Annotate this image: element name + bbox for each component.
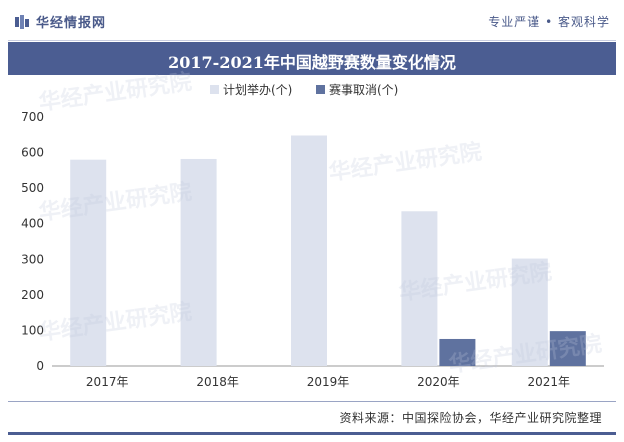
brand: 华经情报网 [14, 12, 106, 31]
legend-swatch [210, 85, 219, 94]
header-divider [8, 40, 616, 41]
source-note: 资料来源：中国探险协会，华经产业研究院整理 [339, 411, 602, 425]
y-tick-label: 100 [21, 323, 44, 337]
watermark: 华经产业研究院 [37, 179, 193, 226]
y-tick-label: 200 [21, 288, 44, 302]
bar-cancelled [439, 338, 476, 366]
x-tick-label: 2017年 [86, 375, 129, 389]
chart-title: 2017-2021年中国越野赛数量变化情况 [168, 53, 456, 72]
bar-planned [291, 135, 327, 366]
bar-cancelled [549, 331, 586, 366]
brand-name: 华经情报网 [36, 16, 107, 31]
y-tick-label: 700 [21, 110, 44, 124]
legend-swatch [316, 85, 325, 94]
watermark: 华经产业研究院 [37, 69, 193, 116]
bar-planned [401, 211, 438, 366]
footer-divider [8, 401, 616, 402]
y-tick-label: 600 [21, 146, 44, 160]
x-tick-label: 2018年 [196, 375, 239, 389]
bar-planned [180, 158, 217, 366]
tagline: 专业严谨 • 客观科学 [488, 15, 610, 29]
x-tick-label: 2021年 [528, 375, 571, 389]
top-bar: 华经情报网 专业严谨 • 客观科学 [0, 0, 624, 40]
bar-planned [511, 258, 548, 366]
watermark: 华经产业研究院 [37, 299, 193, 346]
title-bar: 2017-2021年中国越野赛数量变化情况 [8, 42, 616, 75]
bar-chart: 0 100 200 300 400 500 600 700 2017年 2018年 2019年 202… [21, 69, 604, 389]
watermark: 华经产业研究院 [327, 139, 483, 186]
y-tick-label: 400 [21, 217, 44, 231]
legend-label: 赛事取消(个) [329, 82, 398, 97]
bottom-rule [8, 432, 616, 435]
logo-icon [15, 14, 29, 29]
y-tick-label: 500 [21, 181, 44, 195]
bar-planned [70, 159, 107, 366]
legend-label: 计划举办(个) [223, 82, 292, 97]
y-tick-label: 0 [36, 359, 44, 373]
y-tick-label: 300 [21, 252, 44, 266]
x-tick-label: 2020年 [417, 375, 460, 389]
x-tick-label: 2019年 [307, 375, 350, 389]
